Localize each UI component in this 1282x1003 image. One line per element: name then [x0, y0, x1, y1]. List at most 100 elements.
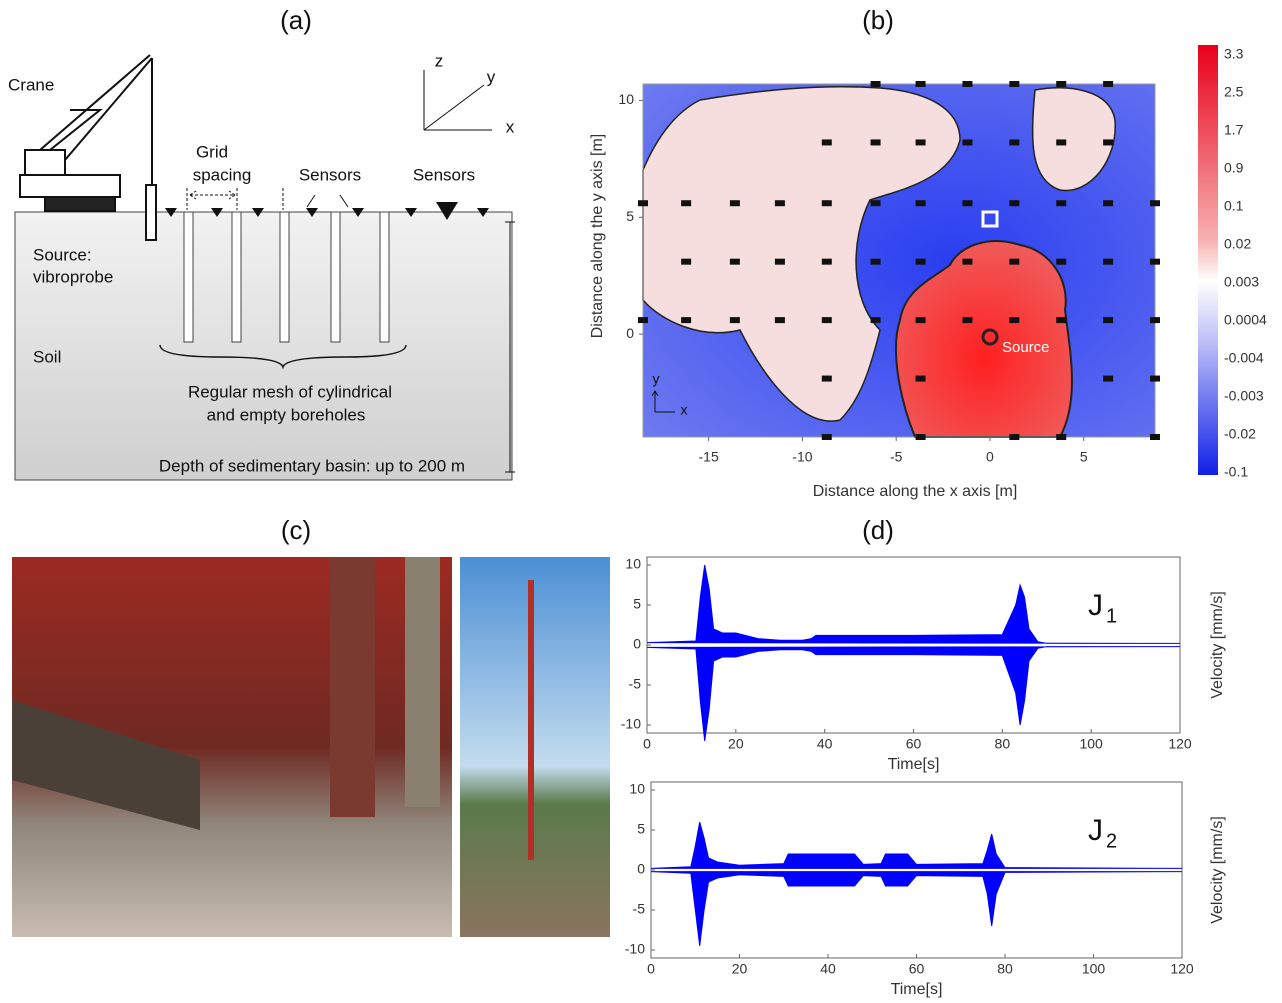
x-axis-label: Time[s] [888, 756, 940, 773]
photo-mast [330, 557, 375, 817]
photo-track [12, 700, 200, 830]
panel-label: (d) [862, 515, 894, 545]
x-tick-label: 40 [817, 736, 833, 752]
sensor [915, 139, 926, 146]
sensor [729, 200, 740, 207]
y-tick-label: -10 [625, 941, 645, 957]
text: y [653, 371, 660, 387]
sensor [1056, 258, 1067, 265]
x-tick-label: 80 [995, 736, 1011, 752]
x-tick-label: -5 [890, 449, 903, 465]
panel-label: (c) [281, 515, 311, 545]
series-subscript: 1 [1106, 605, 1117, 627]
colorbar-label: -0.02 [1224, 426, 1256, 442]
sensor [729, 258, 740, 265]
x-tick-label: 40 [820, 961, 836, 977]
sensor [870, 317, 881, 324]
x-axis-label: Time[s] [891, 981, 943, 998]
sensor [962, 258, 973, 265]
x-tick-label: 0 [647, 961, 655, 977]
x-tick-label: 20 [728, 736, 744, 752]
panel-label: (b) [862, 5, 894, 35]
colorbar-label: 3.3 [1224, 46, 1244, 62]
y-tick-label: 5 [637, 821, 645, 837]
text: Soil [33, 347, 61, 366]
series-name: J [1088, 814, 1103, 847]
sensor [870, 81, 881, 87]
sensor [962, 139, 973, 146]
y-tick-label: 0 [637, 861, 645, 877]
sensor [870, 139, 881, 146]
sensor [1056, 200, 1067, 207]
text: Regular mesh of cylindrical [188, 382, 392, 401]
x-tick-label: 120 [1170, 961, 1194, 977]
x-tick-label: 0 [643, 736, 651, 752]
panel-b: (b) Source y x Distance along the x axis… [589, 5, 1267, 500]
sensor [681, 200, 692, 207]
y-axis-label: Velocity [mm/s] [1209, 591, 1226, 699]
colorbar-label: 1.7 [1224, 122, 1244, 138]
reference-sensor [981, 210, 999, 228]
sensor [1150, 317, 1160, 324]
y-tick-label: -5 [629, 676, 642, 692]
sensor [915, 200, 926, 207]
x-tick-label: 20 [732, 961, 748, 977]
sensor [915, 375, 926, 382]
x-axis-label: Distance along the x axis [m] [813, 483, 1018, 500]
text: Sensors [299, 165, 361, 184]
sensor [774, 317, 785, 324]
contour-positive [1031, 87, 1116, 192]
y-tick-label: -10 [621, 716, 641, 732]
x-tick-label: 120 [1168, 736, 1192, 752]
sensor [774, 200, 785, 207]
sensor [915, 81, 926, 87]
panel-a: (a) Crane Grid spacing Sensors Sensors S… [8, 5, 515, 481]
panel-c: (c) [12, 515, 610, 937]
y-tick-label: 10 [625, 556, 641, 572]
sensor [1009, 434, 1020, 440]
sensor [1009, 139, 1020, 146]
colorbar-label: 2.5 [1224, 84, 1244, 100]
sensor [1150, 200, 1160, 207]
sensor [915, 258, 926, 265]
colorbar-label: -0.003 [1224, 388, 1264, 404]
sensor [1150, 258, 1160, 265]
sensor [915, 434, 926, 440]
y-tick-label: -5 [633, 901, 646, 917]
colorbar-label: 0.9 [1224, 160, 1244, 176]
sensor [729, 317, 740, 324]
photo-site [460, 557, 610, 937]
colorbar-label: -0.1 [1224, 464, 1248, 480]
sensor [638, 200, 648, 207]
crane [19, 54, 157, 241]
sensor [1056, 139, 1067, 146]
sensor [821, 258, 832, 265]
y-axis-label: Velocity [mm/s] [1209, 816, 1226, 924]
sensor [1103, 258, 1114, 265]
series-name: J [1088, 589, 1103, 622]
sensor [1009, 200, 1020, 207]
y-tick-label: 0 [633, 636, 641, 652]
x-tick-label: 100 [1082, 961, 1106, 977]
sensor [962, 81, 973, 87]
text: x [506, 117, 515, 136]
y-tick-label: 10 [618, 91, 634, 107]
sensor [1103, 139, 1114, 146]
panel-label: (a) [280, 5, 312, 35]
sensor [821, 139, 832, 146]
text: z [435, 51, 444, 70]
sensor [638, 317, 648, 324]
text: Grid [196, 142, 228, 161]
text: x [681, 402, 688, 418]
x-tick-label: 60 [909, 961, 925, 977]
y-tick-label: 0 [626, 325, 634, 341]
sensor [1009, 317, 1020, 324]
sensor [870, 258, 881, 265]
spacing-arrow [186, 188, 284, 210]
x-tick-label: 80 [997, 961, 1013, 977]
signal-envelope [646, 564, 1181, 644]
sensor [962, 200, 973, 207]
depth-arrow [505, 221, 515, 473]
colorbar-label: 0.003 [1224, 274, 1259, 290]
